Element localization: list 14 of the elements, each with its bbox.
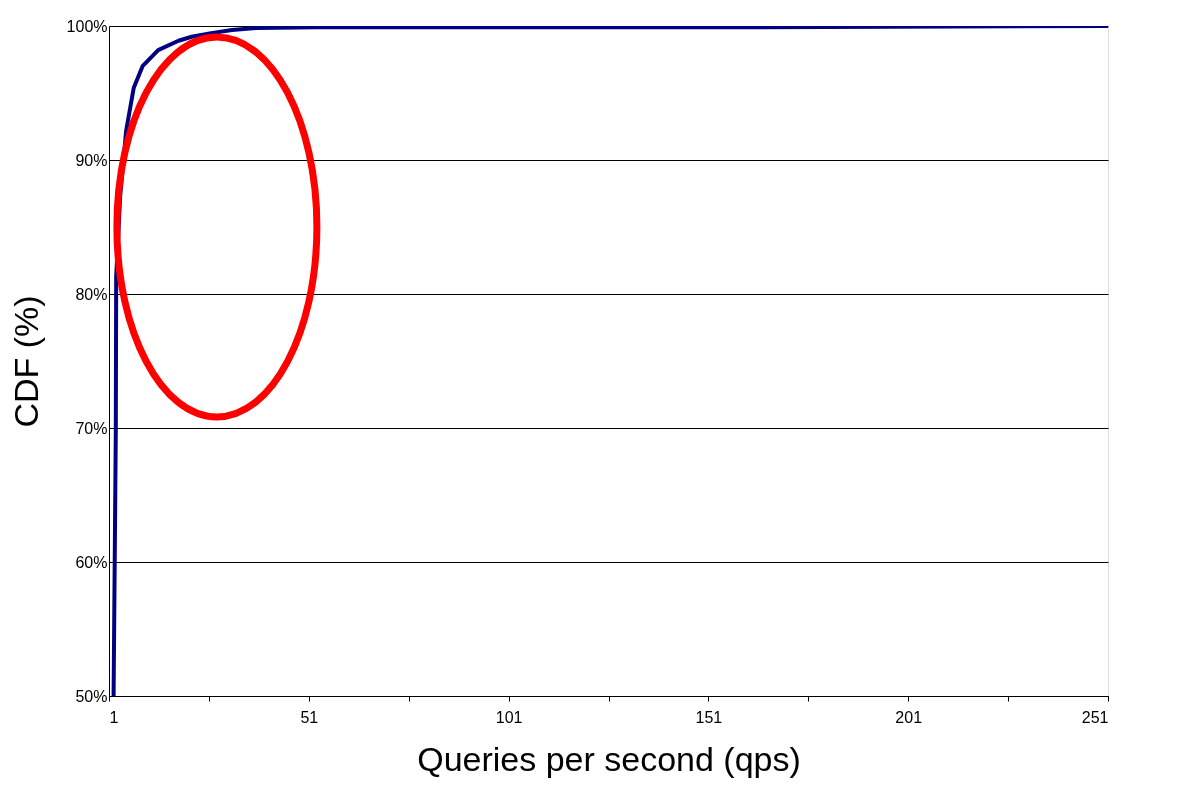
y-tick-label: 50% bbox=[75, 687, 108, 705]
x-tick-label: 201 bbox=[895, 708, 923, 726]
y-tick-label: 60% bbox=[75, 553, 108, 571]
x-tick-label: 251 bbox=[1081, 708, 1109, 726]
x-axis-title: Queries per second (qps) bbox=[417, 739, 801, 778]
x-tick-label: 51 bbox=[300, 708, 319, 726]
x-tick-label: 151 bbox=[695, 708, 723, 726]
x-tick-label: 1 bbox=[109, 708, 119, 726]
y-axis-title: CDF (%) bbox=[6, 295, 45, 428]
y-tick-label: 100% bbox=[66, 17, 108, 35]
y-tick-label: 90% bbox=[75, 151, 108, 169]
y-tick-label: 80% bbox=[75, 285, 108, 303]
y-tick-label: 70% bbox=[75, 419, 108, 437]
x-tick-label: 101 bbox=[495, 708, 523, 726]
